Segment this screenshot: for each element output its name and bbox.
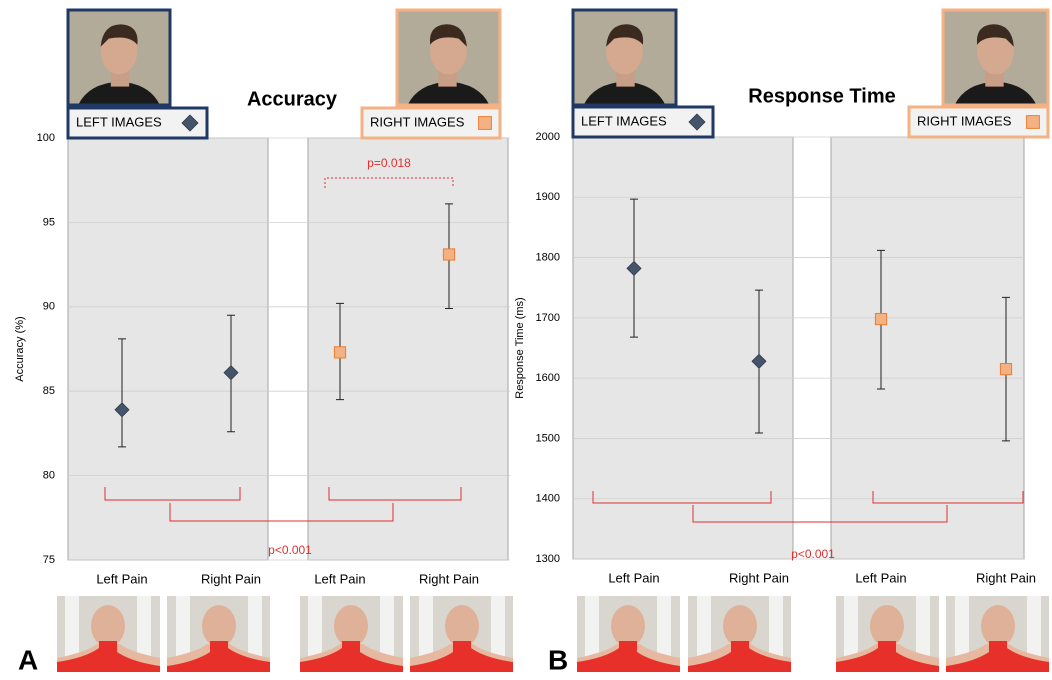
back-photo xyxy=(410,596,513,672)
significance-bracket xyxy=(324,177,454,188)
x-tick-label: Left Pain xyxy=(855,570,906,585)
square-marker xyxy=(999,363,1013,376)
back-photo xyxy=(57,596,160,672)
group-panel xyxy=(67,137,269,561)
x-tick-label: Right Pain xyxy=(729,570,789,585)
back-photo xyxy=(946,596,1049,672)
annotation: p=0.018 xyxy=(367,156,411,170)
legend-label: RIGHT IMAGES xyxy=(917,113,1012,128)
legend-box xyxy=(907,105,1050,139)
y-tick-label: 2000 xyxy=(536,131,560,143)
back-photo xyxy=(836,596,939,672)
back-photo xyxy=(688,596,791,672)
x-tick-label: Left Pain xyxy=(96,571,147,586)
y-tick-label: 85 xyxy=(43,385,55,397)
x-tick-label: Right Pain xyxy=(201,571,261,586)
bracket xyxy=(328,487,462,501)
legend-box xyxy=(360,106,502,140)
face-photo xyxy=(68,10,170,105)
square-marker xyxy=(442,248,456,261)
group-panel xyxy=(830,136,1025,560)
y-tick-label: 1400 xyxy=(536,493,560,505)
chart-title: Accuracy xyxy=(247,88,338,110)
diamond-marker xyxy=(751,353,767,369)
y-tick-label: 1300 xyxy=(536,553,560,565)
y-tick-label: 80 xyxy=(43,470,55,482)
photo-frame xyxy=(66,8,172,107)
legend-label: LEFT IMAGES xyxy=(76,114,162,129)
x-tick-label: Left Pain xyxy=(608,570,659,585)
y-axis-label: Accuracy (%) xyxy=(14,316,26,381)
bracket xyxy=(169,503,394,522)
bracket xyxy=(592,491,772,504)
photo-frame xyxy=(395,8,502,107)
y-tick-label: 90 xyxy=(43,301,55,313)
panel-label: A xyxy=(18,644,38,675)
y-tick-label: 1600 xyxy=(536,372,560,384)
diamond-marker xyxy=(626,260,642,276)
face-photo xyxy=(573,10,676,105)
y-tick-label: 75 xyxy=(43,554,55,566)
y-tick-label: 95 xyxy=(43,216,55,228)
x-tick-label: Right Pain xyxy=(419,571,479,586)
face-photo xyxy=(397,10,500,105)
y-tick-label: 1700 xyxy=(536,312,560,324)
legend-box xyxy=(571,105,715,139)
x-tick-label: Left Pain xyxy=(314,571,365,586)
square-marker xyxy=(478,116,492,130)
diamond-marker xyxy=(223,365,239,381)
annotation: p<0.001 xyxy=(268,543,312,557)
diamond-marker xyxy=(181,114,199,132)
x-tick-label: Right Pain xyxy=(976,570,1036,585)
back-photo xyxy=(300,596,403,672)
y-tick-label: 1900 xyxy=(536,191,560,203)
legend-label: LEFT IMAGES xyxy=(581,113,667,128)
y-axis-label: Response Time (ms) xyxy=(514,297,526,398)
bracket xyxy=(872,491,1024,504)
diamond-marker xyxy=(688,113,706,131)
photo-frame xyxy=(571,8,678,107)
photo-frame xyxy=(941,8,1050,107)
error-bar xyxy=(118,338,126,448)
bracket xyxy=(104,487,241,501)
chart-title: Response Time xyxy=(748,85,895,107)
back-photo xyxy=(577,596,680,672)
y-tick-label: 1800 xyxy=(536,251,560,263)
panel-label: B xyxy=(548,644,568,675)
annotation: p<0.001 xyxy=(791,547,835,561)
square-marker xyxy=(874,312,888,326)
bracket xyxy=(692,505,948,523)
y-tick-label: 1500 xyxy=(536,432,560,444)
diamond-marker xyxy=(114,402,130,418)
back-photo xyxy=(167,596,270,672)
face-photo xyxy=(944,10,1047,105)
legend-label: RIGHT IMAGES xyxy=(370,114,465,129)
square-marker xyxy=(1026,115,1040,129)
group-panel xyxy=(572,136,794,560)
square-marker xyxy=(333,346,347,359)
y-tick-label: 100 xyxy=(37,132,55,144)
